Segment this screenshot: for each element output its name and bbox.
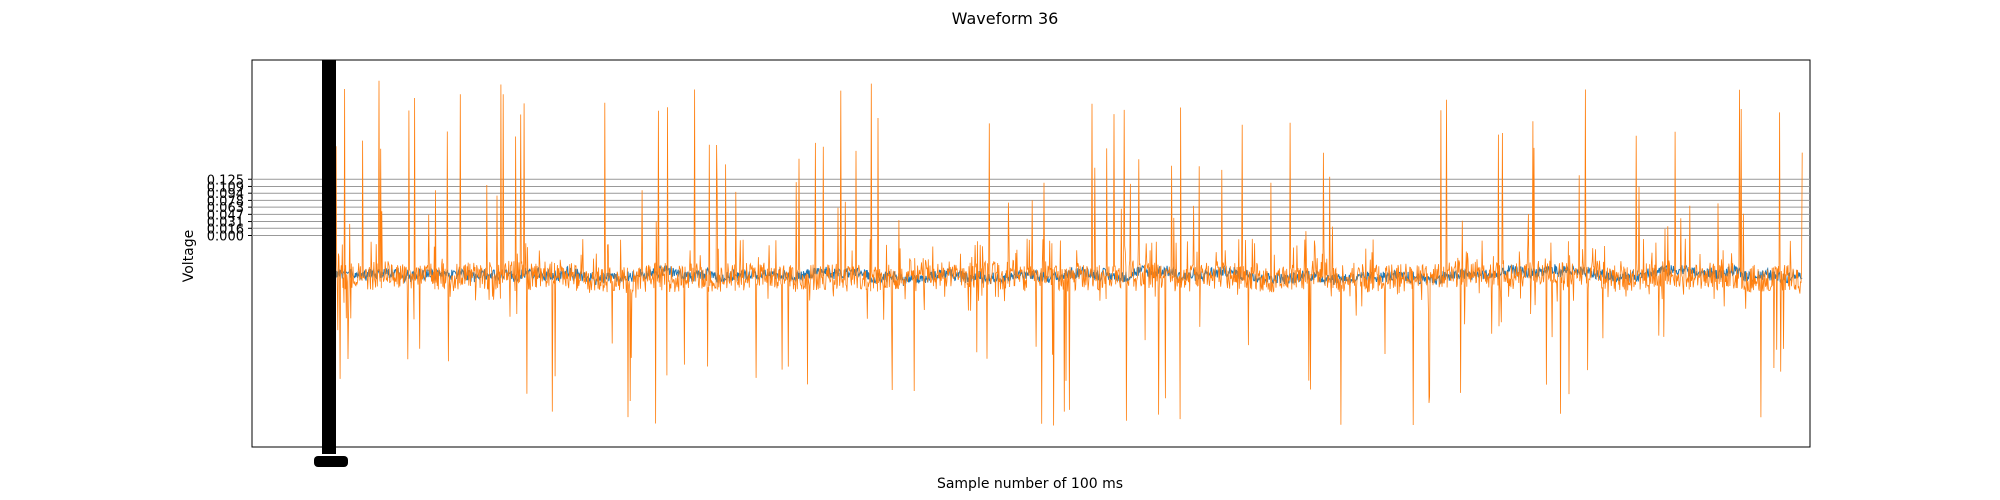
y-tick-label: 0.094 bbox=[207, 187, 244, 202]
x-axis-label: Sample number of 100 ms bbox=[937, 476, 1123, 492]
y-tick-label: 0.063 bbox=[207, 201, 244, 216]
y-tick-labels: 0.0000.0160.0310.0470.0630.0780.0940.109… bbox=[207, 173, 252, 245]
plot-frame bbox=[251, 59, 1811, 448]
y-tick-label: 0.078 bbox=[207, 194, 244, 209]
y-tick-label: 0.016 bbox=[207, 222, 244, 237]
chart-title: Waveform 36 bbox=[952, 9, 1059, 28]
x-tick-labels-overlap bbox=[314, 456, 348, 467]
y-tick-label: 0.047 bbox=[207, 208, 244, 223]
series-layer bbox=[333, 80, 1803, 426]
series-line-2 bbox=[334, 80, 1803, 426]
y-tick-label: 0.109 bbox=[207, 180, 244, 195]
y-axis-label: Voltage bbox=[181, 230, 197, 283]
grid-lines bbox=[252, 178, 1810, 236]
y-tick-label: 0.125 bbox=[207, 173, 244, 188]
y-tick-label: 0.000 bbox=[207, 230, 244, 245]
x-tick-overlap-bar bbox=[322, 60, 336, 454]
y-tick-label: 0.031 bbox=[207, 216, 244, 231]
